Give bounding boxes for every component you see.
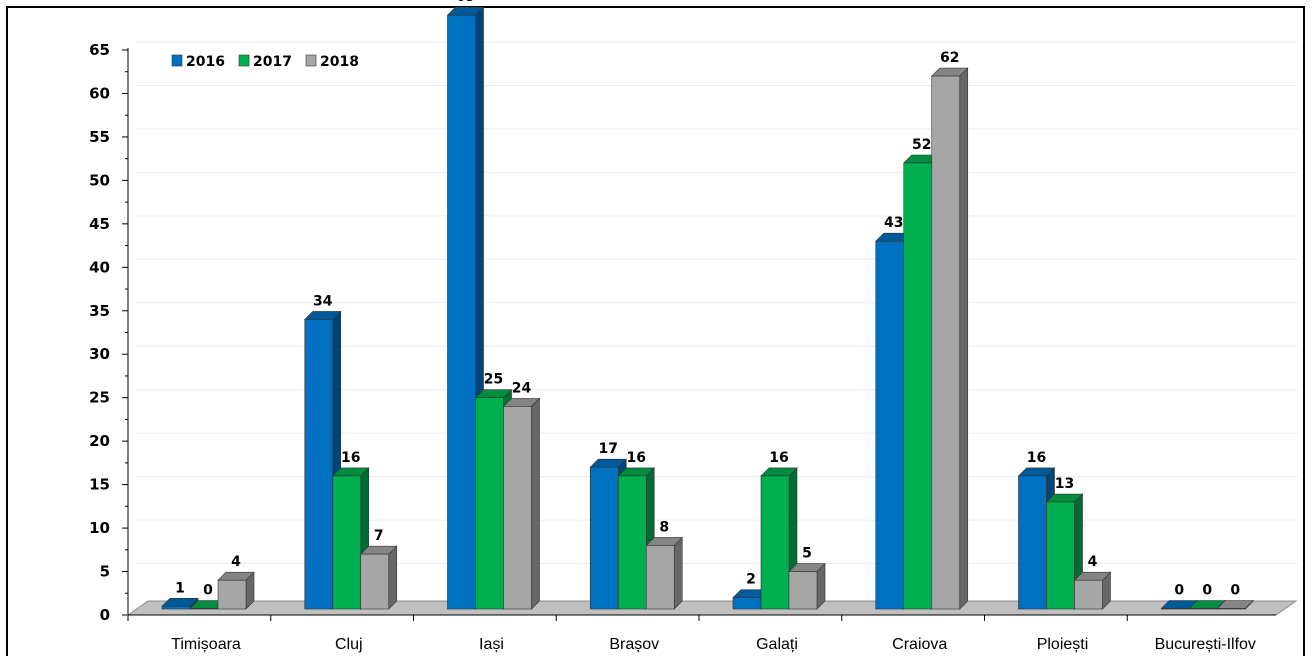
y-tick-label: 25 — [89, 389, 110, 407]
bar-front — [1046, 501, 1075, 610]
data-label: 43 — [884, 215, 903, 231]
bar-side — [531, 397, 540, 610]
legend-swatch — [305, 54, 317, 67]
x-tick-label: Iași — [479, 636, 504, 653]
data-label: 1 — [175, 580, 185, 596]
bar-front — [217, 579, 247, 610]
bar — [502, 397, 541, 610]
data-labels: 1 0 4 34 16 7 69 25 24 17 16 8 2 16 5 43 52 62 16 13 4 0 0 0 — [175, 0, 1240, 599]
bar-front — [1160, 608, 1190, 610]
bar-front — [760, 475, 790, 610]
bar — [446, 6, 485, 610]
x-tick-label: Galați — [756, 636, 798, 653]
bar-front — [161, 606, 191, 610]
bar — [788, 562, 826, 610]
data-label: 24 — [512, 380, 532, 396]
data-label: 16 — [1027, 450, 1046, 466]
x-tick-label: Cluj — [335, 636, 363, 653]
bar-front — [1216, 608, 1246, 610]
bar-front — [304, 319, 334, 610]
data-label: 7 — [374, 528, 384, 544]
y-tick-label: 50 — [89, 171, 110, 189]
y-tick-label: 45 — [89, 215, 110, 233]
bar-front — [1074, 579, 1103, 610]
bar — [217, 571, 255, 610]
y-tick-label: 65 — [89, 41, 110, 59]
x-tick-label: Timișoara — [171, 636, 241, 653]
bar-front — [1018, 475, 1047, 610]
legend-label: 2018 — [320, 54, 359, 70]
bars — [161, 6, 1254, 610]
y-tick-label: 15 — [89, 476, 110, 494]
bar-front — [931, 75, 961, 610]
bar — [1073, 571, 1112, 610]
bar-front — [875, 240, 905, 610]
data-label: 34 — [313, 293, 333, 309]
y-tick-label: 20 — [89, 432, 110, 450]
data-label: 16 — [627, 450, 646, 466]
data-label: 4 — [231, 554, 241, 570]
bar-front — [788, 571, 818, 610]
bar-front — [903, 162, 933, 610]
bar — [332, 467, 370, 610]
x-tick-label: Ploiești — [1037, 636, 1089, 653]
y-tick-label: 30 — [89, 345, 110, 363]
data-label: 0 — [1202, 583, 1212, 599]
legend-swatch — [171, 54, 183, 67]
bar-front — [360, 553, 390, 610]
data-label: 13 — [1055, 476, 1074, 492]
bar — [304, 310, 342, 610]
data-label: 16 — [769, 450, 788, 466]
bar-front — [447, 14, 476, 610]
data-label: 0 — [1174, 583, 1184, 599]
bar-side — [959, 67, 969, 610]
legend-label: 2016 — [186, 54, 225, 70]
bar-front — [645, 545, 675, 610]
bar — [931, 67, 969, 610]
x-tick-label: Craiova — [892, 636, 947, 653]
bar — [360, 545, 398, 610]
data-label: 17 — [599, 441, 618, 457]
y-tick-label: 55 — [89, 128, 110, 146]
data-label: 25 — [484, 372, 503, 388]
y-tick-label: 5 — [100, 563, 110, 581]
y-tick-label: 10 — [89, 519, 110, 537]
x-tick-label: Brașov — [609, 636, 659, 653]
bar-front — [189, 608, 219, 610]
bar-front — [503, 406, 532, 610]
data-label: 5 — [802, 546, 812, 562]
y-tick-label: 35 — [89, 302, 110, 320]
legend-swatch — [238, 54, 250, 67]
data-label: 62 — [940, 50, 959, 66]
data-label: 0 — [203, 583, 213, 599]
bar — [1216, 599, 1254, 610]
x-tick-label: București-Ilfov — [1155, 636, 1256, 653]
bar-front — [617, 475, 647, 610]
legend: 2016 2017 2018 — [171, 54, 359, 70]
data-label: 8 — [659, 519, 669, 535]
bar-front — [589, 466, 619, 610]
chart-floor — [126, 600, 1298, 616]
y-tick-label: 60 — [89, 84, 110, 102]
y-tick-label: 40 — [89, 258, 110, 276]
data-label: 16 — [341, 450, 360, 466]
data-label: 52 — [912, 137, 931, 153]
data-label: 0 — [1230, 583, 1240, 599]
data-label: 2 — [746, 572, 756, 588]
bar-side — [673, 536, 683, 610]
bar-side — [388, 545, 398, 610]
bar-front — [475, 397, 504, 610]
data-label: 4 — [1088, 554, 1098, 570]
legend-label: 2017 — [253, 54, 292, 70]
bar — [645, 536, 683, 610]
bar-front — [332, 475, 362, 610]
bar-front — [732, 597, 762, 610]
bar-front — [1188, 608, 1218, 610]
y-tick-label: 0 — [100, 606, 110, 624]
data-label: 69 — [456, 0, 475, 5]
